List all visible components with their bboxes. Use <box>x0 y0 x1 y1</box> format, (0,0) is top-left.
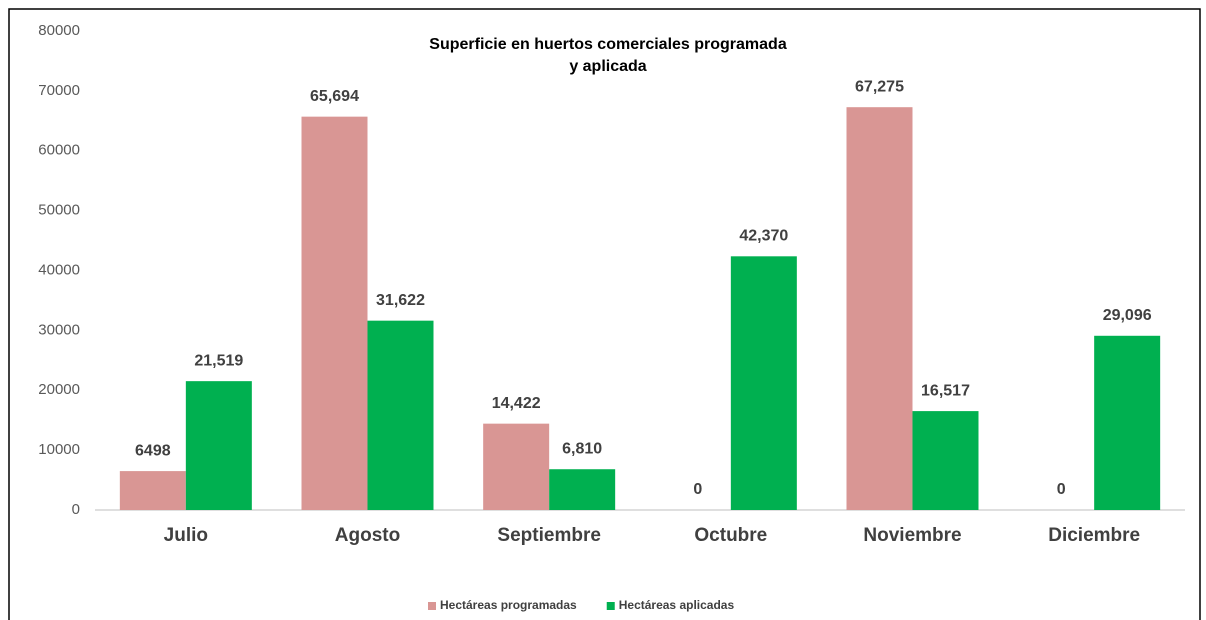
value-label: 31,622 <box>376 292 425 309</box>
y-tick-label: 0 <box>72 501 80 518</box>
bar <box>1094 335 1161 510</box>
legend-label: Hectáreas programadas <box>440 598 577 612</box>
x-tick-label: Agosto <box>335 525 400 546</box>
value-label: 0 <box>693 481 702 498</box>
y-tick-label: 50000 <box>38 202 80 219</box>
y-tick-label: 20000 <box>38 381 80 398</box>
value-label: 21,519 <box>194 352 243 369</box>
legend-label: Hectáreas aplicadas <box>619 598 735 612</box>
y-tick-label: 70000 <box>38 82 80 99</box>
value-label: 14,422 <box>492 395 541 412</box>
bar <box>846 107 913 510</box>
bar <box>367 320 434 510</box>
bar <box>119 471 186 510</box>
y-tick-label: 40000 <box>38 261 80 278</box>
y-tick-label: 10000 <box>38 441 80 458</box>
bar <box>185 381 252 510</box>
chart-frame <box>8 8 1201 620</box>
x-tick-label: Diciembre <box>1048 525 1140 546</box>
value-label: 6498 <box>135 442 171 459</box>
y-tick-label: 30000 <box>38 321 80 338</box>
x-tick-label: Noviembre <box>863 525 961 546</box>
bar <box>549 469 616 510</box>
value-label: 65,694 <box>310 88 359 105</box>
bar <box>301 116 368 511</box>
bar <box>483 423 550 510</box>
legend-swatch <box>606 602 615 610</box>
value-label: 42,370 <box>739 228 788 245</box>
value-label: 0 <box>1057 481 1066 498</box>
y-tick-label: 60000 <box>38 142 80 159</box>
value-label: 29,096 <box>1103 307 1152 324</box>
value-label: 6,810 <box>562 440 602 457</box>
bar <box>912 411 979 510</box>
legend-swatch <box>428 602 436 610</box>
value-label: 16,517 <box>921 382 970 399</box>
value-label: 67,275 <box>855 78 904 95</box>
bar <box>730 256 797 510</box>
y-tick-label: 80000 <box>38 22 80 39</box>
x-tick-label: Octubre <box>694 525 767 546</box>
x-tick-label: Septiembre <box>497 525 600 546</box>
chart-title: y aplicada <box>569 58 646 75</box>
x-tick-label: Julio <box>164 525 208 546</box>
chart-title: Superficie en huertos comerciales progra… <box>429 36 787 53</box>
